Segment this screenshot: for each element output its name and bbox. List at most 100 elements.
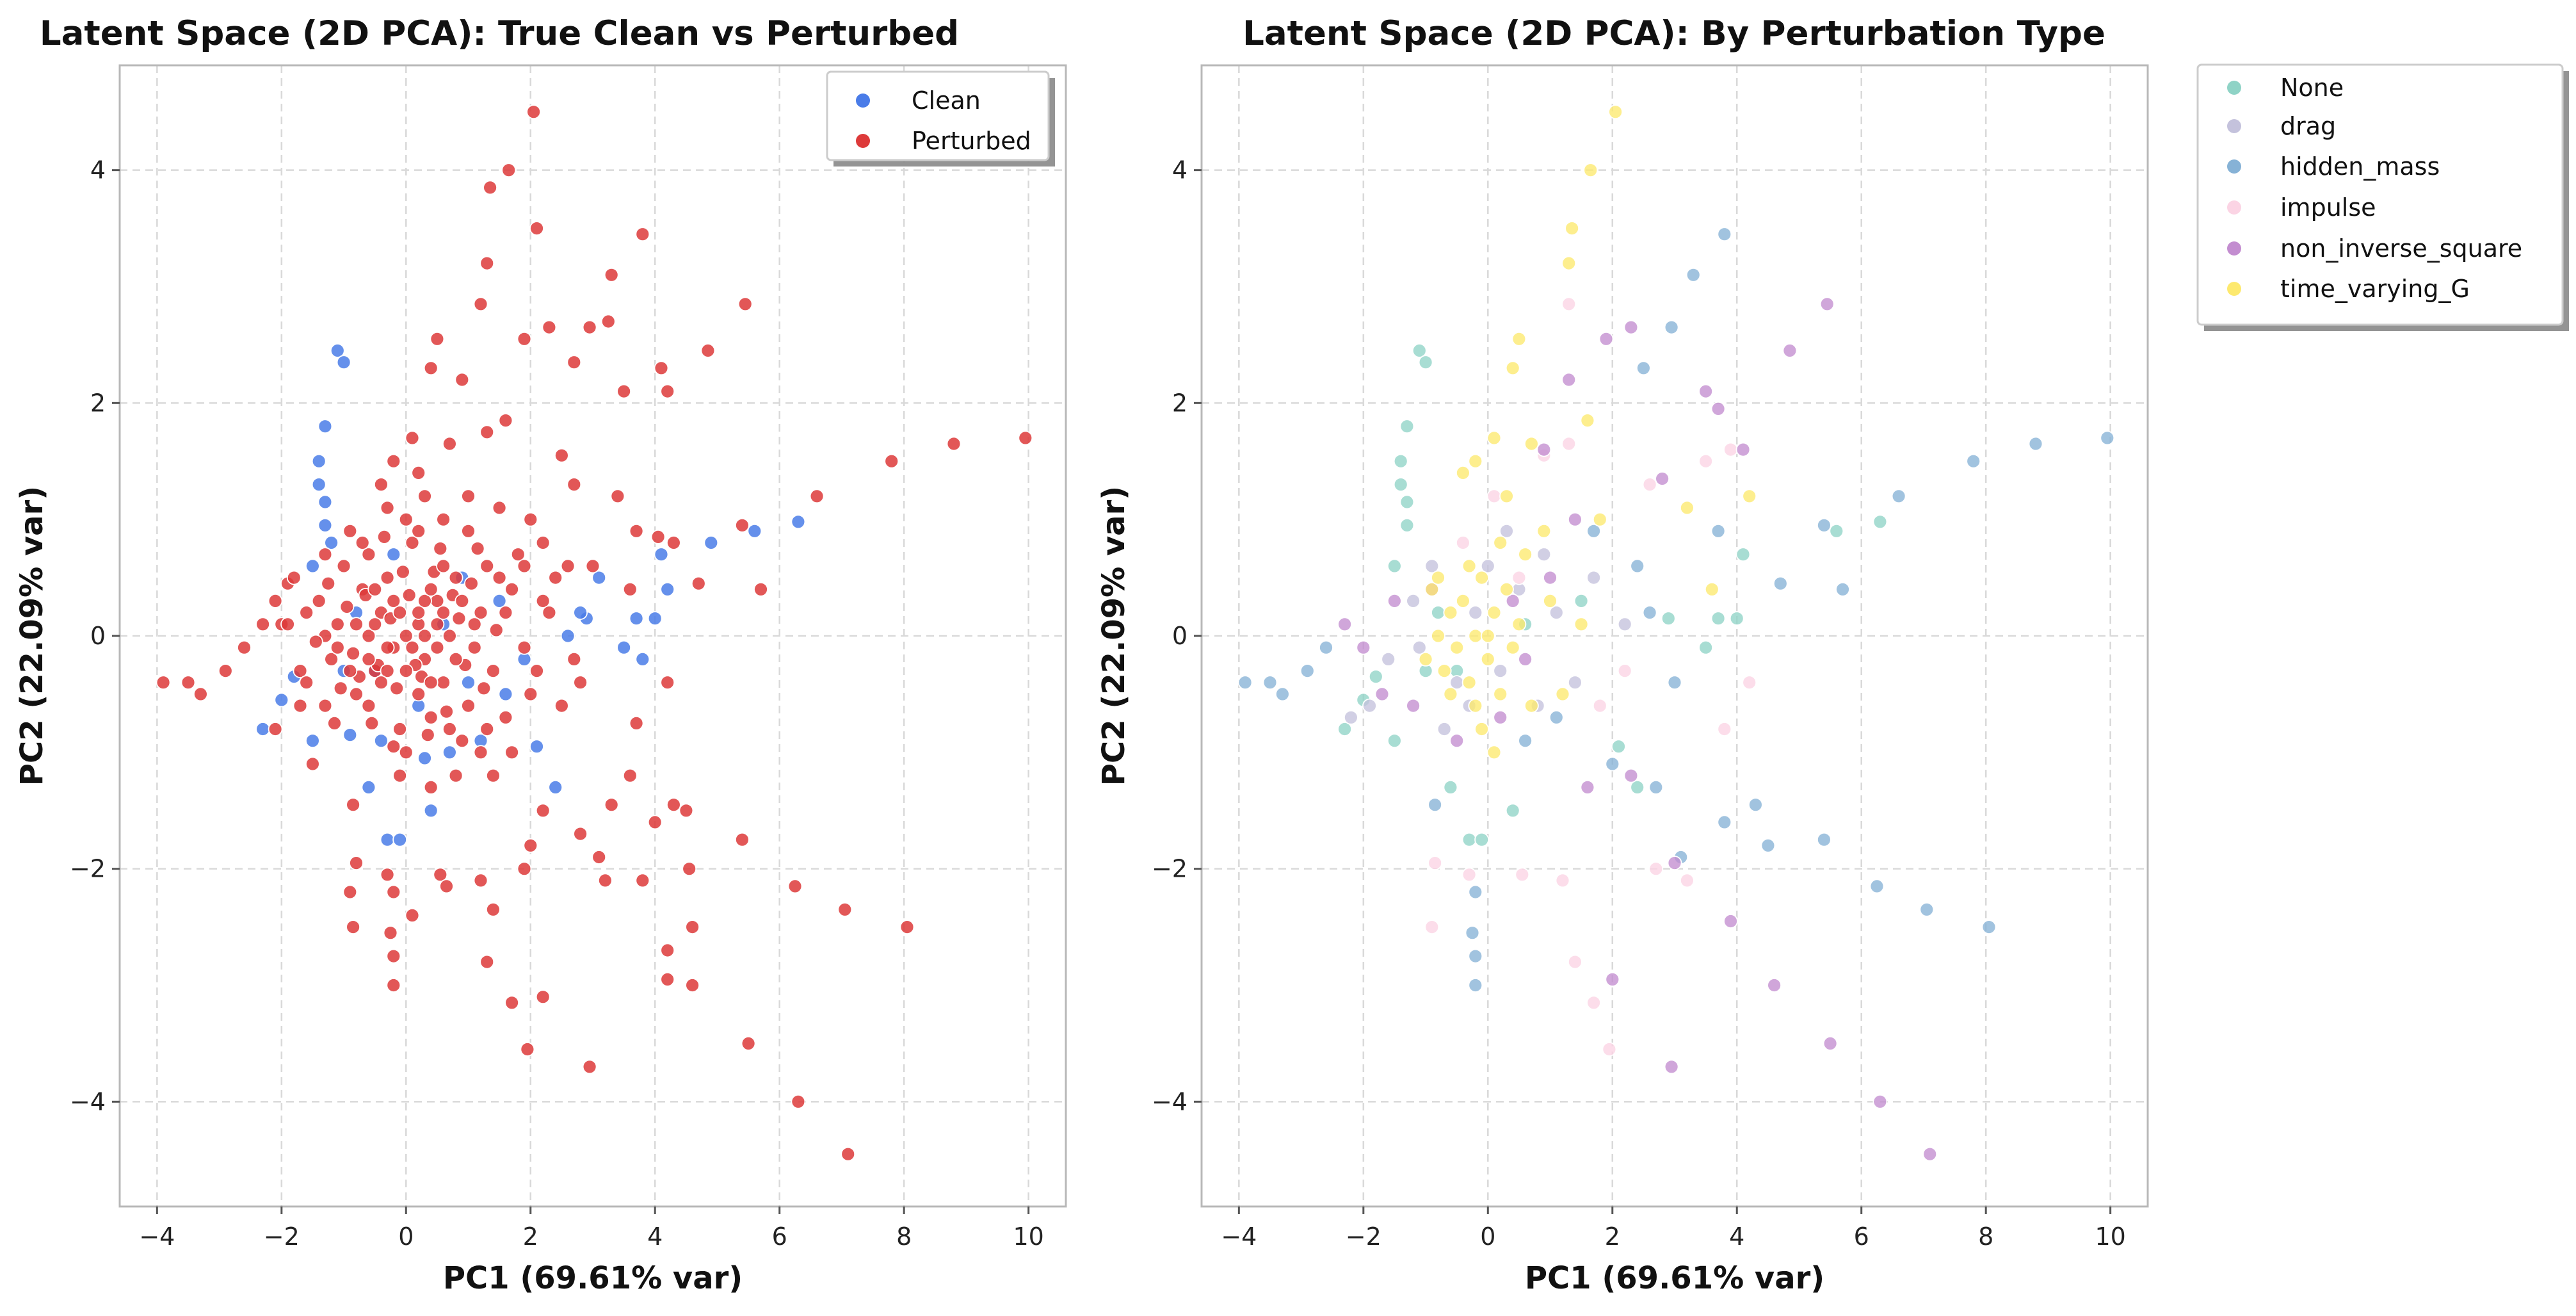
point-time-varying-g <box>1511 331 1527 346</box>
y-tick-label: −2 <box>1152 855 1187 883</box>
point-drag <box>1437 722 1452 736</box>
point-impulse <box>1679 873 1695 888</box>
point-perturbed <box>560 558 576 574</box>
point-non-inverse-square <box>1536 442 1552 457</box>
point-impulse <box>1602 1042 1617 1057</box>
point-perturbed <box>367 617 383 632</box>
point-clean <box>386 547 401 562</box>
point-perturbed <box>679 803 694 818</box>
point-non-inverse-square <box>1767 978 1782 993</box>
legend-label-drag: drag <box>2280 112 2336 140</box>
point-perturbed <box>473 745 488 760</box>
point-perturbed <box>884 453 899 469</box>
point-perturbed <box>346 920 360 934</box>
point-perturbed <box>442 722 457 736</box>
point-time-varying-g <box>1608 104 1623 120</box>
point-perturbed <box>311 594 326 608</box>
point-perturbed <box>342 884 358 900</box>
point-perturbed <box>567 355 582 370</box>
point-time-varying-g <box>1461 558 1477 574</box>
left-points <box>156 104 1033 1162</box>
point-perturbed <box>470 541 485 556</box>
point-clean <box>392 832 407 847</box>
point-perturbed <box>567 477 582 492</box>
point-perturbed <box>604 797 619 813</box>
point-perturbed <box>517 861 532 877</box>
point-clean <box>324 535 339 550</box>
point-perturbed <box>535 989 551 1005</box>
point-perturbed <box>809 489 825 504</box>
point-non-inverse-square <box>1374 686 1390 702</box>
point-perturbed <box>392 768 407 783</box>
point-perturbed <box>501 163 517 178</box>
point-perturbed <box>401 588 417 603</box>
point-perturbed <box>398 512 414 527</box>
point-drag <box>1406 594 1421 608</box>
legend-marker-hidden-mass <box>2227 159 2241 174</box>
left-y-axis-label: PC2 (22.09% var) <box>14 486 50 786</box>
point-perturbed <box>386 948 401 964</box>
point-time-varying-g <box>1592 512 1607 527</box>
point-perturbed <box>479 425 495 440</box>
point-perturbed <box>529 663 544 678</box>
point-impulse <box>1648 861 1664 877</box>
point-time-varying-g <box>1455 594 1470 608</box>
point-perturbed <box>523 838 538 853</box>
point-perturbed <box>582 320 597 335</box>
point-perturbed <box>156 675 171 690</box>
point-perturbed <box>376 530 392 544</box>
point-perturbed <box>423 780 439 795</box>
point-perturbed <box>349 856 364 870</box>
point-perturbed <box>286 570 302 585</box>
point-time-varying-g <box>1505 361 1520 376</box>
point-hidden-mass <box>1275 686 1290 702</box>
point-perturbed <box>523 512 538 527</box>
point-non-inverse-square <box>1337 617 1353 632</box>
point-non-inverse-square <box>1698 384 1714 399</box>
point-impulse <box>1617 663 1632 678</box>
legend-marker-drag <box>2227 119 2241 133</box>
point-perturbed <box>193 686 208 702</box>
y-tick-label: −2 <box>70 855 106 883</box>
point-hidden-mass <box>1549 710 1564 725</box>
point-perturbed <box>383 925 398 941</box>
x-tick-label: −2 <box>1346 1223 1381 1251</box>
point-perturbed <box>330 617 345 632</box>
point-perturbed <box>483 180 497 195</box>
point-perturbed <box>473 297 488 312</box>
point-perturbed <box>318 547 333 562</box>
point-hidden-mass <box>1648 780 1664 795</box>
point-perturbed <box>582 1059 597 1075</box>
point-none <box>1461 832 1477 847</box>
point-perturbed <box>464 576 479 591</box>
point-time-varying-g <box>1431 570 1445 585</box>
point-perturbed <box>753 581 768 597</box>
x-tick-label: 8 <box>896 1223 912 1251</box>
point-time-varying-g <box>1468 628 1483 644</box>
right-legend: None drag hidden_mass impulse non_invers… <box>2196 63 2569 331</box>
legend-label-hidden-mass: hidden_mass <box>2280 152 2440 181</box>
point-time-varying-g <box>1474 722 1490 736</box>
point-perturbed <box>573 675 588 690</box>
point-perturbed <box>405 908 420 923</box>
point-perturbed <box>567 652 582 667</box>
point-hidden-mass <box>1664 320 1679 335</box>
point-time-varying-g <box>1580 413 1595 428</box>
point-perturbed <box>364 716 380 731</box>
point-perturbed <box>517 558 532 574</box>
point-time-varying-g <box>1536 523 1552 539</box>
right-chart-title: Latent Space (2D PCA): By Perturbation T… <box>1243 14 2105 53</box>
point-drag <box>1617 617 1632 632</box>
point-perturbed <box>604 267 619 282</box>
point-impulse <box>1586 995 1602 1011</box>
point-perturbed <box>398 628 414 644</box>
point-clean <box>442 745 457 760</box>
point-perturbed <box>386 453 401 469</box>
point-hidden-mass <box>1966 453 1981 469</box>
y-tick-label: −4 <box>1152 1087 1187 1116</box>
point-hidden-mass <box>1518 733 1533 749</box>
point-hidden-mass <box>1636 361 1651 376</box>
point-non-inverse-square <box>1664 1059 1679 1075</box>
point-time-varying-g <box>1455 466 1470 480</box>
point-perturbed <box>517 331 532 346</box>
